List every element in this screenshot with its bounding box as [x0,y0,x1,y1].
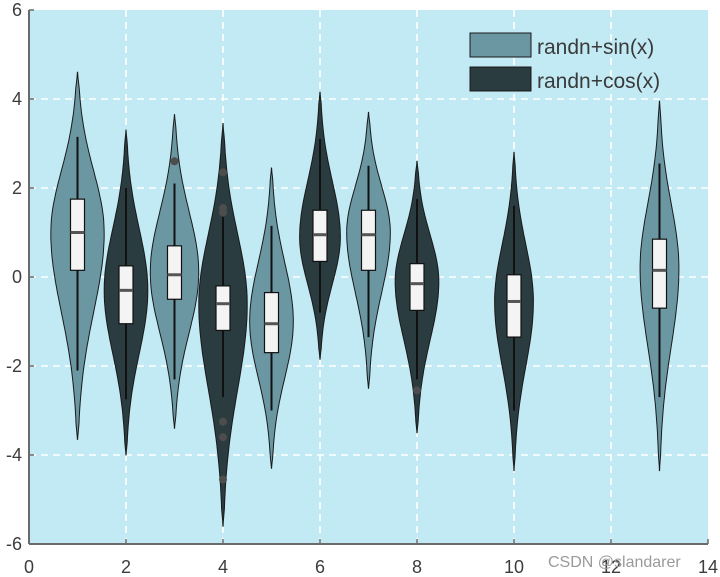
legend-label-series-1: randn+sin(x) [537,36,654,59]
violin-box [506,274,522,338]
x-tick-label: 6 [315,557,325,577]
violin-outlier [219,417,227,426]
x-tick-label: 2 [121,557,131,577]
x-tick-label: 0 [24,557,34,577]
violin-outlier [219,208,227,217]
violin-group [394,160,440,434]
watermark: CSDN @slandarer [548,554,681,571]
violin-outlier [219,168,227,177]
violin-group [639,100,680,472]
y-tick-label: -6 [6,534,22,554]
x-tick-label: 14 [698,557,718,577]
y-tick-label: -2 [6,356,22,376]
violin-box [409,263,425,311]
violin-group [103,129,149,456]
x-tick-label: 8 [412,557,422,577]
violin-group [249,167,294,469]
violin-layer [50,71,680,527]
axes [28,9,709,545]
violin-outlier [219,475,227,484]
x-tick-label: 4 [218,557,228,577]
y-tick-label: 4 [12,89,22,109]
violin-box [69,198,86,271]
x-tick-label: 12 [601,557,621,577]
legend-swatch-series-1 [469,32,532,58]
x-tick-label: 10 [504,557,524,577]
violin-group [50,71,105,440]
violin-box [118,265,134,325]
violin-group [494,151,534,472]
y-tick-label: -4 [6,445,22,465]
violin-box [360,209,377,271]
legend-swatch-series-2 [469,66,532,92]
y-tick-label: 6 [12,0,22,20]
violin-group [149,114,200,429]
violin-outlier [413,386,421,395]
violin-outlier [219,433,227,442]
violin-box [166,245,183,300]
violin-group [346,111,391,389]
violin-outlier [170,157,179,166]
violin-box [215,285,231,331]
legend-label-series-2: randn+cos(x) [537,70,660,93]
violin-group [198,123,248,527]
y-tick-label: 2 [12,178,22,198]
tick-labels: 0 2 4 6 8 10 12 14 -6 -4 -2 0 2 4 6 [6,0,718,577]
violin-group [299,91,341,360]
violin-box [651,238,668,309]
legend: randn+sin(x) randn+cos(x) [469,32,660,93]
y-tick-label: 0 [12,267,22,287]
